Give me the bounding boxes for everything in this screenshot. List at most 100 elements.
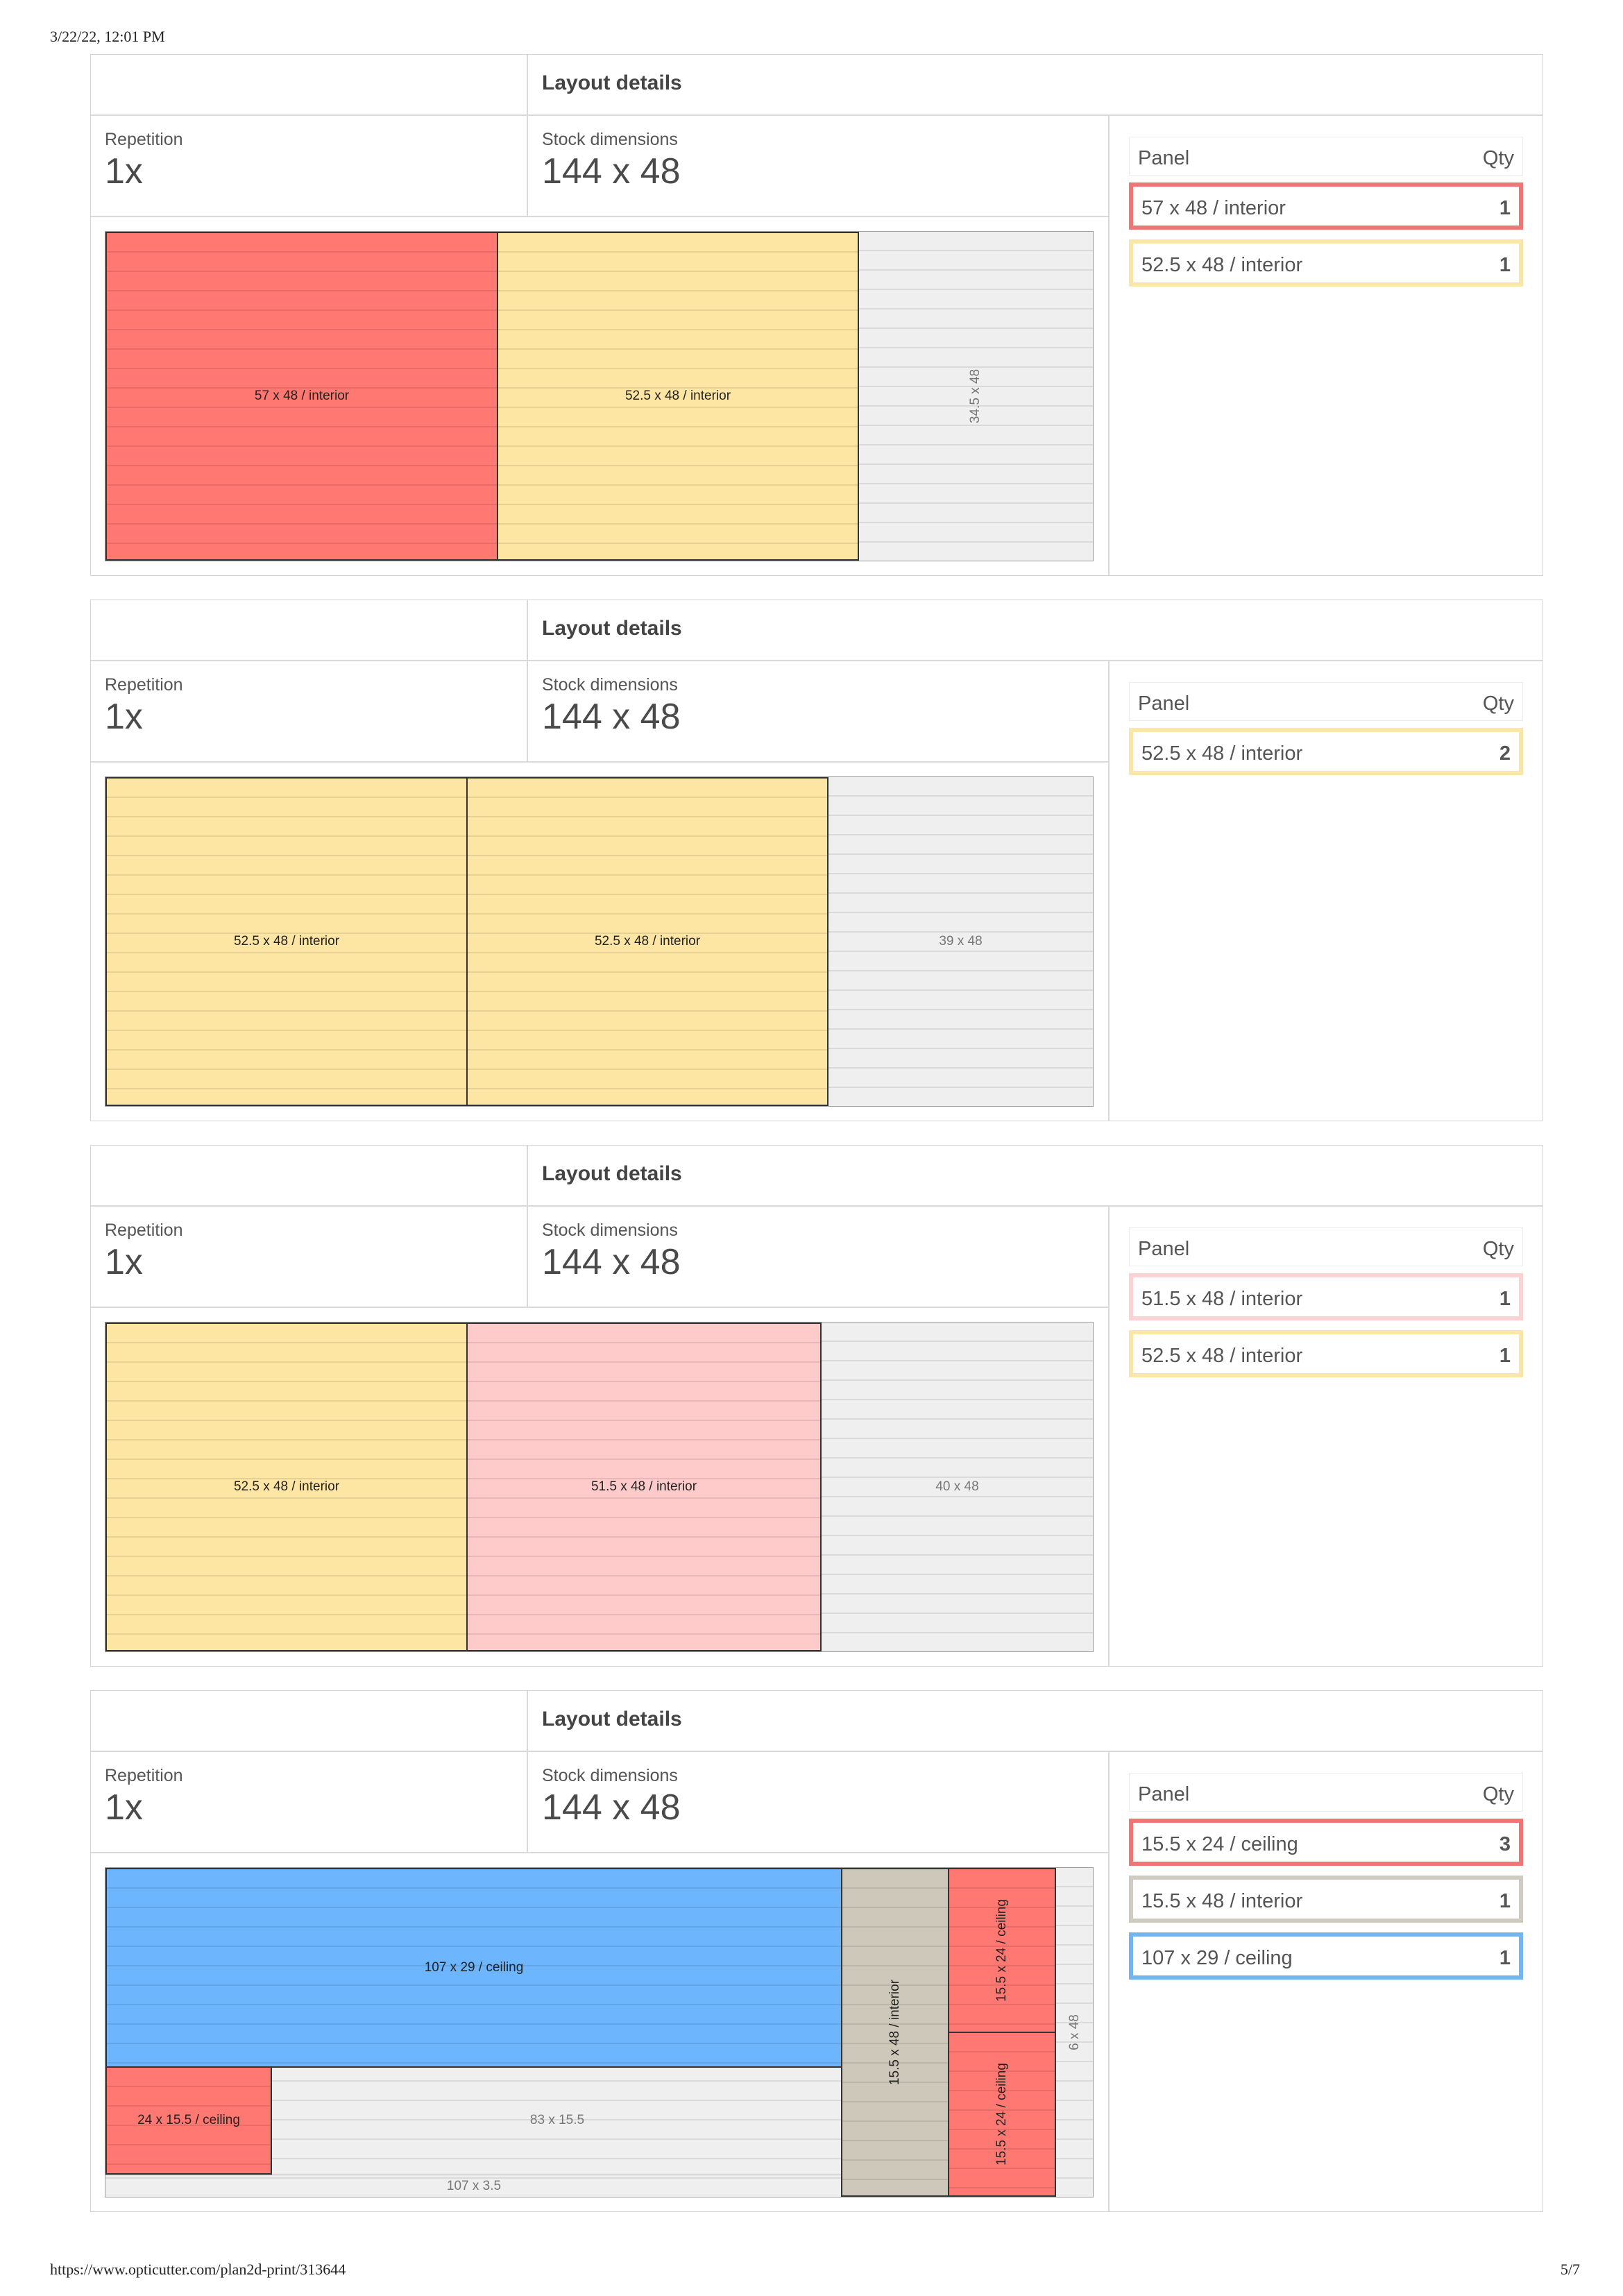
- qty-table-header: Panel Qty: [1129, 1773, 1523, 1812]
- panel-row[interactable]: 15.5 x 24 / ceiling 3: [1129, 1819, 1523, 1866]
- repetition-label: Repetition: [105, 675, 183, 695]
- panel-qty: 1: [1499, 1288, 1511, 1310]
- panel-qty-table: Panel Qty 15.5 x 24 / ceiling 3 15.5 x 4…: [1129, 1773, 1523, 1989]
- panel-column-header: Panel: [1138, 1238, 1190, 1260]
- qty-column-header: Qty: [1482, 147, 1514, 169]
- qty-column-header: Qty: [1482, 692, 1514, 715]
- divider: [527, 600, 528, 661]
- repetition-label: Repetition: [105, 1221, 183, 1240]
- layout-card: Layout details Repetition 1x Stock dimen…: [90, 1145, 1543, 1667]
- panel-row[interactable]: 51.5 x 48 / interior 1: [1129, 1273, 1523, 1320]
- cut-piece[interactable]: 51.5 x 48 / interior: [466, 1323, 822, 1651]
- card-title-row: Layout details: [91, 55, 1543, 116]
- stock-dimensions-value: 144 x 48: [542, 697, 681, 737]
- panel-qty: 3: [1499, 1833, 1511, 1855]
- cut-piece[interactable]: 15.5 x 24 / ceiling: [948, 2032, 1056, 2197]
- stock-dimensions-label: Stock dimensions: [542, 1221, 678, 1240]
- repetition-label: Repetition: [105, 1766, 183, 1785]
- qty-column-header: Qty: [1482, 1783, 1514, 1805]
- repetition-label: Repetition: [105, 130, 183, 149]
- info-row: Repetition 1x Stock dimensions 144 x 48: [91, 116, 1108, 217]
- panel-qty: 1: [1499, 254, 1511, 276]
- piece-label: 15.5 x 48 / interior: [887, 1979, 902, 2086]
- card-title-row: Layout details: [91, 600, 1543, 661]
- panel-row[interactable]: 52.5 x 48 / interior 2: [1129, 728, 1523, 775]
- info-row: Repetition 1x Stock dimensions 144 x 48: [91, 1207, 1108, 1308]
- divider: [527, 1146, 528, 1207]
- layout-card: Layout details Repetition 1x Stock dimen…: [90, 54, 1543, 576]
- repetition-value: 1x: [105, 151, 143, 192]
- panel-qty-table: Panel Qty 51.5 x 48 / interior 1 52.5 x …: [1129, 1227, 1523, 1387]
- offcut-area: 39 x 48: [829, 777, 1093, 1106]
- offcut-label: 6 x 48: [1067, 2014, 1082, 2050]
- divider: [527, 1752, 528, 1852]
- cut-piece[interactable]: 57 x 48 / interior: [105, 232, 498, 561]
- cut-piece[interactable]: 52.5 x 48 / interior: [105, 777, 468, 1106]
- piece-label: 24 x 15.5 / ceiling: [137, 2113, 240, 2127]
- divider: [527, 55, 528, 116]
- panel-column-header: Panel: [1138, 692, 1190, 715]
- offcut-label: 34.5 x 48: [968, 368, 983, 424]
- panel-column-header: Panel: [1138, 147, 1190, 169]
- print-url: https://www.opticutter.com/plan2d-print/…: [50, 2261, 346, 2278]
- offcut-area: 107 x 3.5: [105, 2175, 842, 2197]
- offcut-label: 40 x 48: [935, 1479, 979, 1494]
- panel-qty-table: Panel Qty 57 x 48 / interior 1 52.5 x 48…: [1129, 137, 1523, 296]
- offcut-area: 83 x 15.5: [272, 2066, 842, 2175]
- repetition-value: 1x: [105, 697, 143, 737]
- panel-label: 52.5 x 48 / interior: [1141, 254, 1303, 276]
- panel-row[interactable]: 107 x 29 / ceiling 1: [1129, 1932, 1523, 1980]
- cutting-sheet: 57 x 48 / interior 52.5 x 48 / interior …: [105, 231, 1094, 561]
- cut-piece[interactable]: 52.5 x 48 / interior: [105, 1323, 468, 1651]
- layout-details-title: Layout details: [542, 1162, 682, 1185]
- piece-label: 52.5 x 48 / interior: [594, 934, 701, 949]
- divider: [1108, 116, 1110, 575]
- panel-qty: 2: [1499, 742, 1511, 765]
- qty-table-header: Panel Qty: [1129, 137, 1523, 176]
- info-row: Repetition 1x Stock dimensions 144 x 48: [91, 661, 1108, 763]
- cut-piece[interactable]: 52.5 x 48 / interior: [466, 777, 829, 1106]
- card-title-row: Layout details: [91, 1146, 1543, 1207]
- piece-label: 107 x 29 / ceiling: [424, 1960, 524, 1975]
- divider: [1108, 661, 1110, 1121]
- cut-piece[interactable]: 15.5 x 48 / interior: [841, 1868, 949, 2197]
- piece-label: 15.5 x 24 / ceiling: [994, 1899, 1009, 2002]
- stock-dimensions-label: Stock dimensions: [542, 130, 678, 149]
- cut-piece[interactable]: 15.5 x 24 / ceiling: [948, 1868, 1056, 2033]
- panel-label: 57 x 48 / interior: [1141, 197, 1286, 219]
- layout-details-title: Layout details: [542, 1708, 682, 1730]
- page-number: 5/7: [1560, 2261, 1580, 2278]
- cut-piece[interactable]: 107 x 29 / ceiling: [105, 1868, 842, 2068]
- piece-label: 15.5 x 24 / ceiling: [994, 2063, 1009, 2166]
- panel-qty: 1: [1499, 1890, 1511, 1912]
- panel-label: 52.5 x 48 / interior: [1141, 1345, 1303, 1367]
- cut-piece[interactable]: 52.5 x 48 / interior: [497, 232, 859, 561]
- panel-qty: 1: [1499, 1345, 1511, 1367]
- panel-qty-table: Panel Qty 52.5 x 48 / interior 2: [1129, 682, 1523, 785]
- cutting-sheet: 52.5 x 48 / interior 52.5 x 48 / interio…: [105, 776, 1094, 1107]
- offcut-area: 34.5 x 48: [859, 232, 1093, 561]
- stock-dimensions-value: 144 x 48: [542, 151, 681, 192]
- divider: [1108, 1752, 1110, 2211]
- qty-column-header: Qty: [1482, 1238, 1514, 1260]
- divider: [1108, 1207, 1110, 1666]
- panel-row[interactable]: 57 x 48 / interior 1: [1129, 182, 1523, 230]
- panel-row[interactable]: 52.5 x 48 / interior 1: [1129, 239, 1523, 287]
- card-title-row: Layout details: [91, 1691, 1543, 1752]
- divider: [527, 116, 528, 216]
- qty-table-header: Panel Qty: [1129, 682, 1523, 721]
- panel-row[interactable]: 15.5 x 48 / interior 1: [1129, 1876, 1523, 1923]
- piece-label: 52.5 x 48 / interior: [233, 934, 340, 949]
- layout-details-title: Layout details: [542, 617, 682, 640]
- stock-dimensions-label: Stock dimensions: [542, 1766, 678, 1785]
- offcut-label: 83 x 15.5: [529, 2113, 585, 2127]
- panel-label: 15.5 x 48 / interior: [1141, 1890, 1303, 1912]
- cut-piece[interactable]: 24 x 15.5 / ceiling: [105, 2066, 272, 2175]
- panel-column-header: Panel: [1138, 1783, 1190, 1805]
- offcut-label: 39 x 48: [939, 934, 983, 949]
- repetition-value: 1x: [105, 1787, 143, 1828]
- panel-qty: 1: [1499, 1947, 1511, 1969]
- piece-label: 52.5 x 48 / interior: [624, 389, 731, 403]
- panel-row[interactable]: 52.5 x 48 / interior 1: [1129, 1330, 1523, 1377]
- cutting-sheet: 107 x 29 / ceiling 24 x 15.5 / ceiling 8…: [105, 1867, 1094, 2197]
